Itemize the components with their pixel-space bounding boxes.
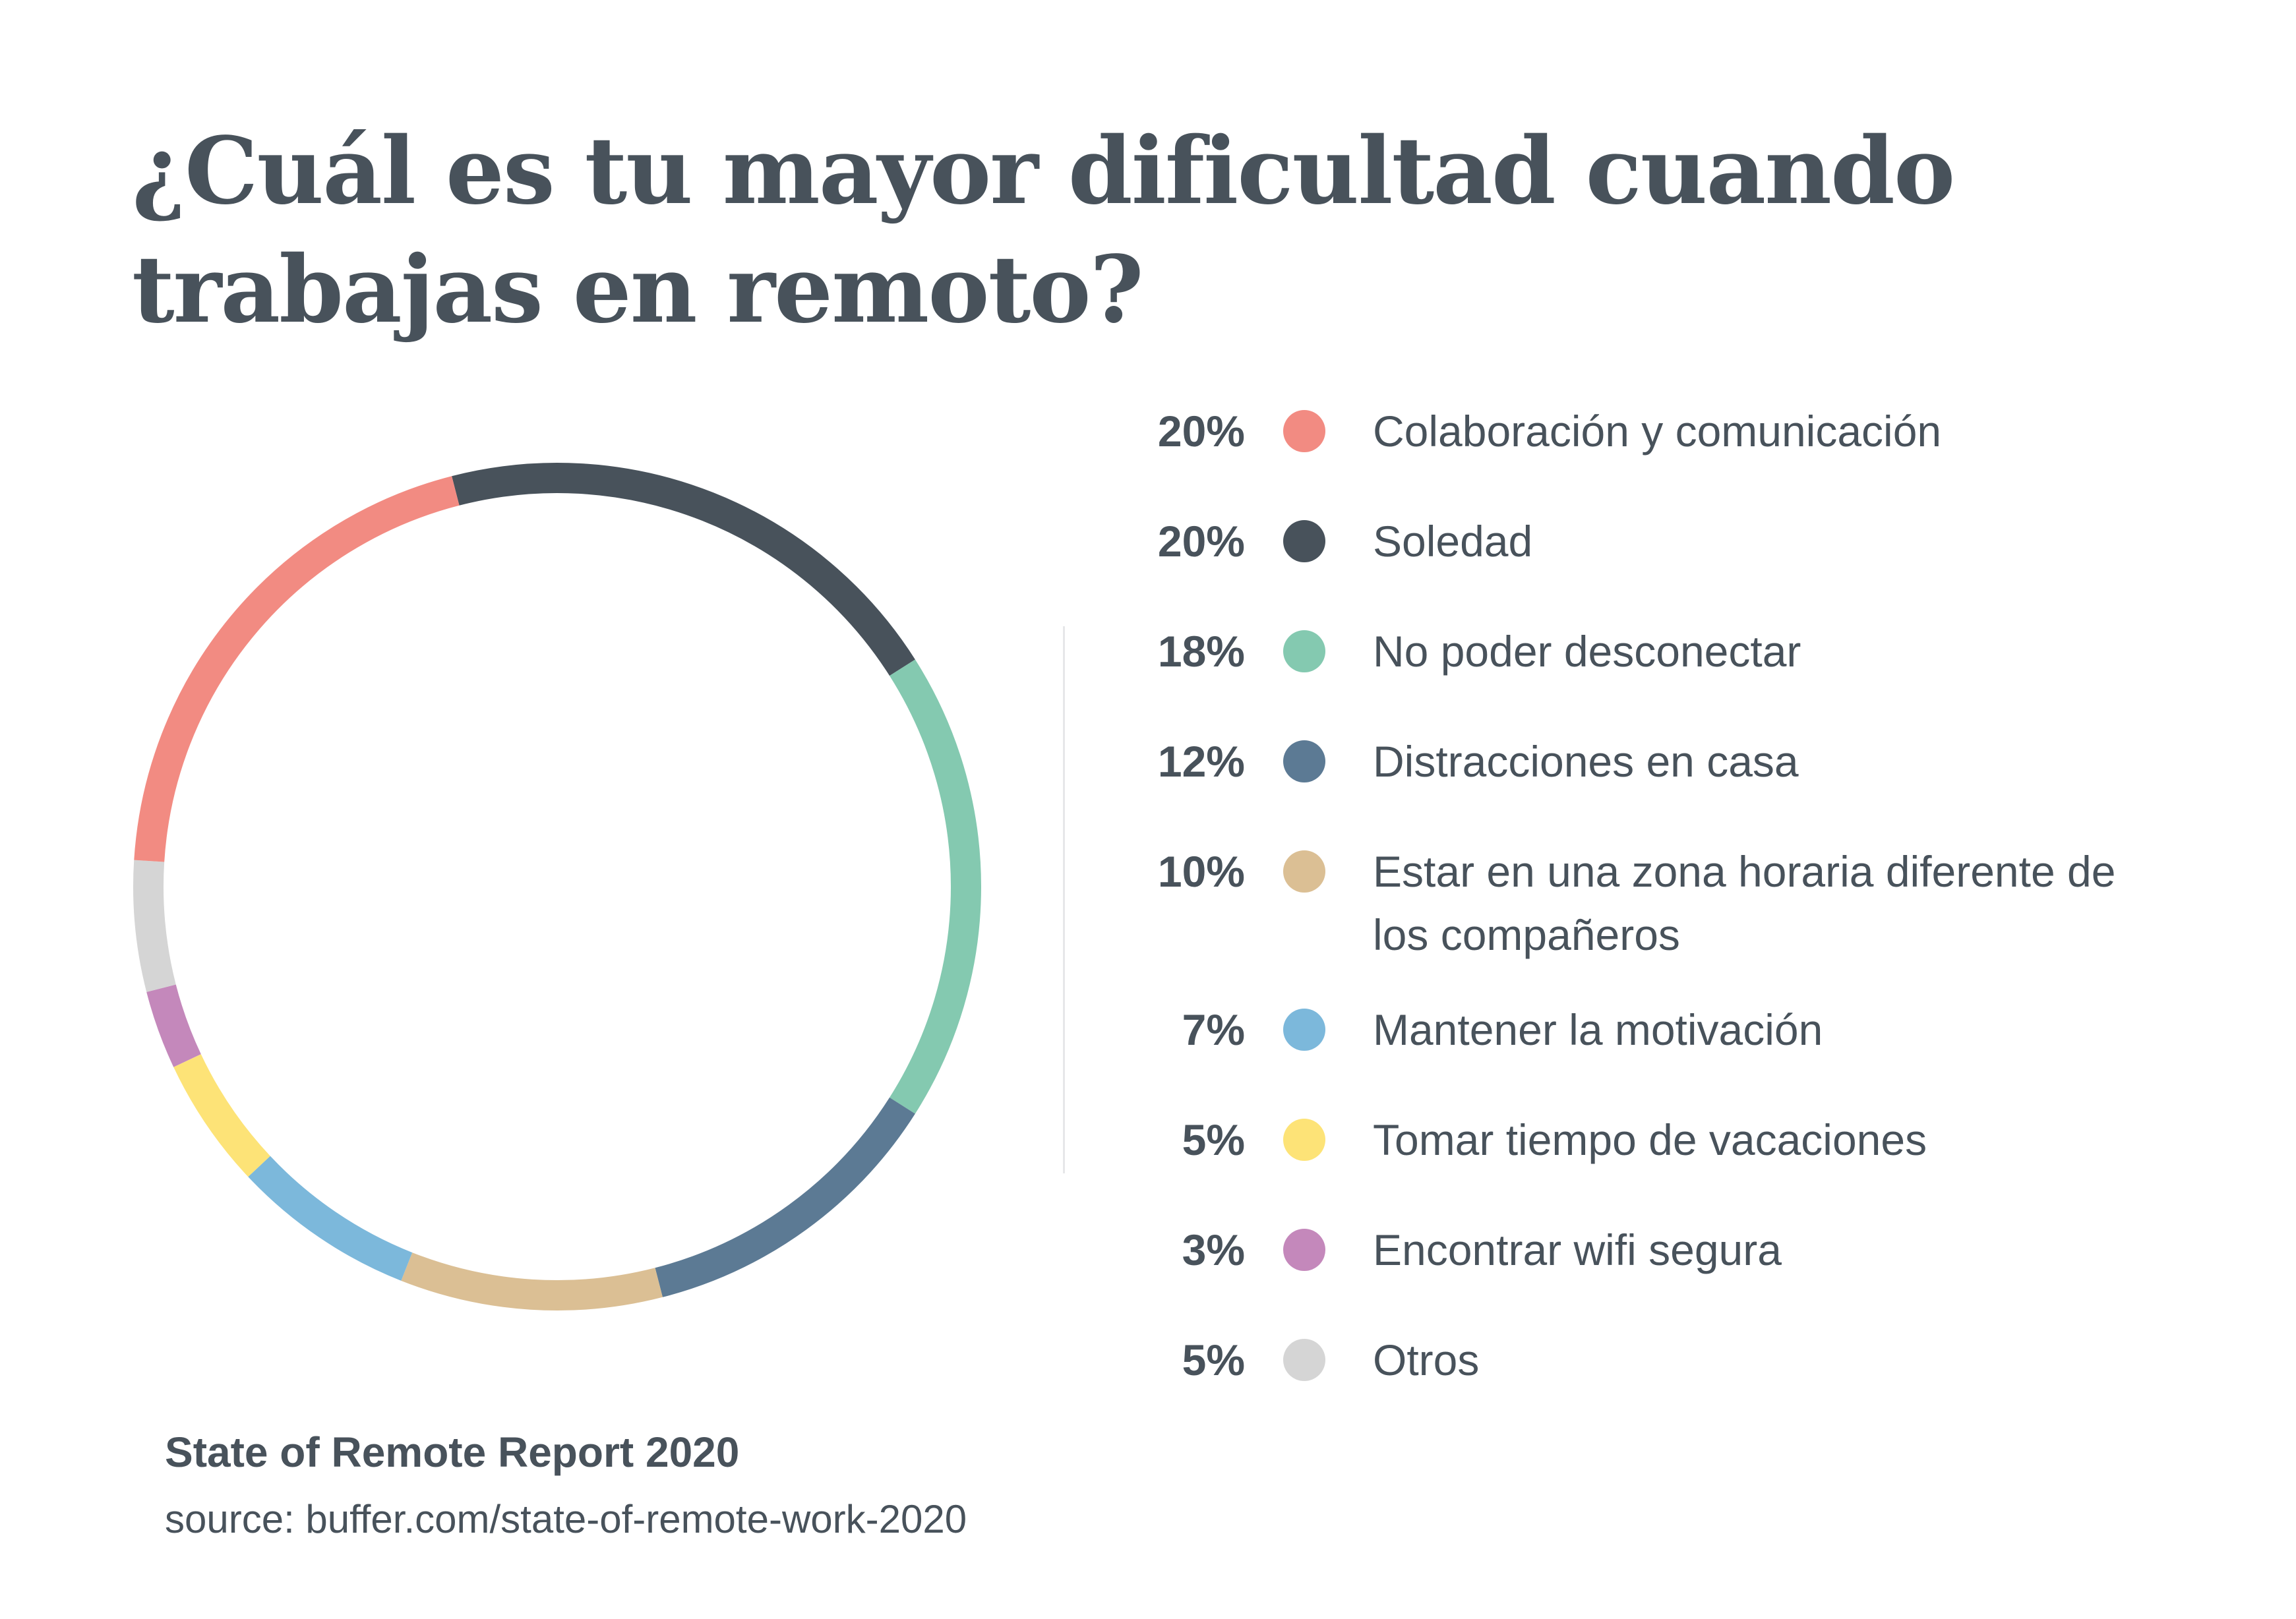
donut-segment	[146, 984, 201, 1067]
donut-segment	[655, 1097, 915, 1297]
chart-title: ¿Cuál es tu mayor dificultad cuando trab…	[132, 117, 1955, 344]
divider	[1063, 626, 1065, 1173]
donut-segment	[173, 1054, 270, 1177]
report-name: State of Remote Report 2020	[165, 1428, 740, 1476]
donut-segment	[401, 1252, 663, 1310]
donut-segment	[890, 659, 981, 1114]
donut-segment	[133, 860, 176, 992]
source-text: source: buffer.com/state-of-remote-work-…	[165, 1497, 967, 1541]
donut-segment	[452, 463, 915, 676]
donut-segment	[248, 1156, 413, 1281]
donut-segment	[134, 476, 460, 862]
